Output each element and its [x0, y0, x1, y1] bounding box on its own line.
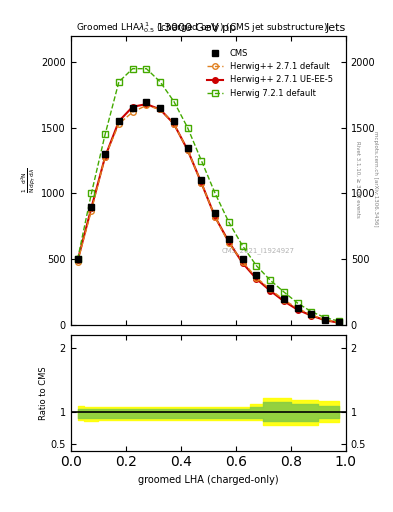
Herwig 7.2.1 default	[336, 318, 341, 324]
Herwig++ 2.7.1 default	[254, 274, 259, 281]
Herwig 7.2.1 default	[103, 131, 108, 137]
Text: 13000 GeV pp: 13000 GeV pp	[157, 23, 236, 33]
Herwig++ 2.7.1 default	[130, 109, 135, 115]
Herwig++ 2.7.1 UE-EE-5	[309, 312, 314, 318]
CMS	[295, 305, 300, 311]
Herwig 7.2.1 default	[323, 314, 328, 321]
CMS	[213, 210, 218, 216]
Herwig 7.2.1 default	[116, 79, 121, 85]
Herwig 7.2.1 default	[89, 190, 94, 197]
Herwig 7.2.1 default	[185, 125, 190, 131]
Text: Groomed LHA$\lambda^1_{0.5}$ (charged only) (CMS jet substructure): Groomed LHA$\lambda^1_{0.5}$ (charged on…	[76, 20, 328, 35]
Herwig 7.2.1 default	[226, 219, 231, 225]
X-axis label: groomed LHA (charged-only): groomed LHA (charged-only)	[138, 475, 279, 485]
Herwig++ 2.7.1 default	[199, 180, 204, 186]
CMS	[199, 177, 204, 183]
Herwig++ 2.7.1 default	[116, 121, 121, 127]
Herwig++ 2.7.1 default	[226, 240, 231, 246]
Herwig++ 2.7.1 default	[89, 207, 94, 214]
Herwig 7.2.1 default	[171, 98, 176, 104]
CMS	[75, 256, 80, 262]
Text: Rivet 3.1.10, ≥ 3.2M events: Rivet 3.1.10, ≥ 3.2M events	[355, 141, 360, 218]
CMS	[130, 105, 135, 111]
CMS	[89, 204, 94, 210]
Herwig++ 2.7.1 default	[144, 102, 149, 109]
CMS	[336, 319, 341, 325]
Herwig++ 2.7.1 UE-EE-5	[240, 260, 245, 266]
CMS	[226, 237, 231, 243]
Herwig++ 2.7.1 UE-EE-5	[130, 104, 135, 110]
Herwig++ 2.7.1 UE-EE-5	[116, 118, 121, 124]
Herwig++ 2.7.1 default	[240, 259, 245, 265]
Herwig++ 2.7.1 UE-EE-5	[75, 258, 80, 264]
Herwig++ 2.7.1 default	[171, 121, 176, 127]
CMS	[281, 295, 286, 302]
Herwig++ 2.7.1 UE-EE-5	[213, 214, 218, 220]
Line: Herwig 7.2.1 default: Herwig 7.2.1 default	[74, 65, 342, 325]
Herwig++ 2.7.1 UE-EE-5	[103, 154, 108, 160]
Herwig++ 2.7.1 default	[213, 214, 218, 220]
Herwig++ 2.7.1 UE-EE-5	[199, 180, 204, 186]
CMS	[185, 144, 190, 151]
CMS	[240, 256, 245, 262]
Y-axis label: Ratio to CMS: Ratio to CMS	[39, 366, 48, 419]
Herwig++ 2.7.1 UE-EE-5	[323, 317, 328, 323]
Herwig++ 2.7.1 default	[103, 154, 108, 160]
Herwig 7.2.1 default	[199, 158, 204, 164]
Herwig++ 2.7.1 UE-EE-5	[336, 319, 341, 326]
Herwig 7.2.1 default	[158, 79, 163, 85]
Herwig++ 2.7.1 UE-EE-5	[171, 121, 176, 127]
Herwig++ 2.7.1 UE-EE-5	[281, 298, 286, 304]
Text: Jets: Jets	[325, 23, 346, 33]
Herwig 7.2.1 default	[268, 277, 272, 283]
CMS	[254, 272, 259, 278]
Herwig 7.2.1 default	[281, 289, 286, 295]
Line: Herwig++ 2.7.1 UE-EE-5: Herwig++ 2.7.1 UE-EE-5	[75, 101, 342, 326]
Herwig++ 2.7.1 default	[185, 147, 190, 153]
Herwig++ 2.7.1 default	[295, 305, 300, 311]
Herwig 7.2.1 default	[295, 300, 300, 306]
Herwig++ 2.7.1 UE-EE-5	[89, 205, 94, 211]
Herwig 7.2.1 default	[144, 66, 149, 72]
Herwig++ 2.7.1 default	[158, 106, 163, 113]
Herwig++ 2.7.1 UE-EE-5	[226, 239, 231, 245]
CMS	[268, 285, 272, 291]
Herwig++ 2.7.1 default	[323, 317, 328, 323]
Herwig++ 2.7.1 UE-EE-5	[295, 307, 300, 313]
Herwig++ 2.7.1 default	[268, 286, 272, 292]
Line: Herwig++ 2.7.1 default: Herwig++ 2.7.1 default	[75, 103, 342, 325]
CMS	[103, 151, 108, 157]
Herwig++ 2.7.1 default	[281, 297, 286, 303]
Herwig 7.2.1 default	[213, 190, 218, 197]
CMS	[171, 118, 176, 124]
CMS	[323, 316, 328, 323]
Herwig++ 2.7.1 UE-EE-5	[254, 276, 259, 282]
Herwig++ 2.7.1 default	[309, 312, 314, 318]
Legend: CMS, Herwig++ 2.7.1 default, Herwig++ 2.7.1 UE-EE-5, Herwig 7.2.1 default: CMS, Herwig++ 2.7.1 default, Herwig++ 2.…	[203, 46, 336, 101]
Herwig 7.2.1 default	[254, 263, 259, 269]
Herwig++ 2.7.1 UE-EE-5	[158, 106, 163, 113]
Line: CMS: CMS	[75, 99, 342, 325]
CMS	[309, 311, 314, 317]
Herwig++ 2.7.1 UE-EE-5	[185, 147, 190, 153]
Herwig++ 2.7.1 default	[75, 259, 80, 265]
Herwig 7.2.1 default	[75, 256, 80, 262]
Herwig 7.2.1 default	[240, 243, 245, 249]
CMS	[144, 98, 149, 104]
CMS	[116, 118, 121, 124]
Herwig++ 2.7.1 default	[336, 319, 341, 326]
Herwig 7.2.1 default	[309, 309, 314, 315]
Herwig++ 2.7.1 UE-EE-5	[144, 101, 149, 107]
Y-axis label: $\frac{1}{\mathrm{N}}\frac{\mathrm{d}^2\mathrm{N}}{\mathrm{d}p_T\,\mathrm{d}\lam: $\frac{1}{\mathrm{N}}\frac{\mathrm{d}^2\…	[20, 167, 39, 193]
Text: mcplots.cern.ch [arXiv:1306.3436]: mcplots.cern.ch [arXiv:1306.3436]	[373, 132, 378, 227]
Herwig++ 2.7.1 UE-EE-5	[268, 288, 272, 294]
Text: CMS_2021_I1924927: CMS_2021_I1924927	[222, 248, 295, 254]
CMS	[158, 105, 163, 111]
Herwig 7.2.1 default	[130, 66, 135, 72]
